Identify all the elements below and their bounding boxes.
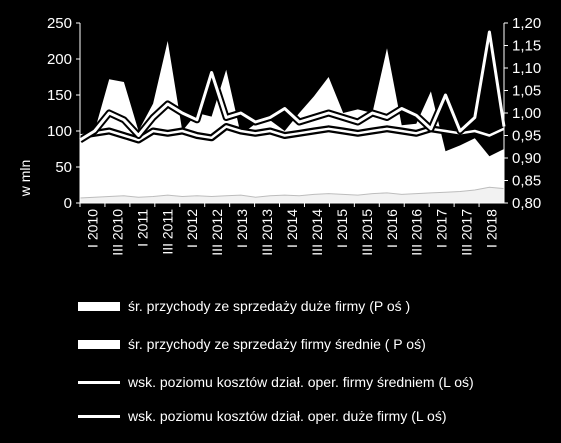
right-tick-label: 1,15 xyxy=(512,38,541,55)
left-tick-label: 50 xyxy=(55,159,72,176)
x-tick-label: I 2012 xyxy=(184,209,200,248)
x-tick-label: I 2016 xyxy=(384,209,400,248)
series-area-1 xyxy=(79,186,505,204)
x-tick-label: III 2017 xyxy=(459,209,475,256)
right-tick-label: 0,90 xyxy=(512,150,541,167)
legend-item-medium-firms-cost-index: wsk. poziomu kosztów dział. oper. firmy … xyxy=(78,372,474,392)
legend-swatch-line xyxy=(78,380,120,384)
left-tick-label: 250 xyxy=(47,15,72,32)
x-tick-label: III 2010 xyxy=(109,209,125,256)
legend-swatch-area xyxy=(78,339,120,349)
x-tick-label: III 2016 xyxy=(409,209,425,256)
y-axis-label-left: w mln xyxy=(17,160,33,198)
legend-label: wsk. poziomu kosztów dział. oper. duże f… xyxy=(128,408,447,424)
left-tick-label: 200 xyxy=(47,51,72,68)
x-tick-label: I 2011 xyxy=(134,209,150,247)
left-tick-label: 150 xyxy=(47,87,72,104)
right-tick-label: 1,05 xyxy=(512,83,541,100)
legend-swatch-area xyxy=(78,301,120,311)
x-tick-label: I 2014 xyxy=(284,209,300,248)
x-tick-label: I 2017 xyxy=(434,209,450,248)
right-tick-label: 0,80 xyxy=(512,195,541,212)
series-line-3 xyxy=(79,30,506,142)
plot-area xyxy=(78,28,508,204)
left-tick-label: 100 xyxy=(47,123,72,140)
series-area-0 xyxy=(80,41,504,203)
left-tick-label: 0 xyxy=(64,195,72,212)
right-tick-label: 1,10 xyxy=(512,60,541,77)
x-tick-label: I 2015 xyxy=(334,209,350,248)
x-axis: I 2010 III 2010 I 2011 III 2011 I 2012 III 20… xyxy=(79,202,504,256)
legend-item-medium-firms-revenue: śr. przychody ze sprzedaży firmy średnie… xyxy=(78,334,426,354)
right-tick-label: 1,00 xyxy=(512,105,541,122)
x-tick-label: III 2011 xyxy=(159,209,175,255)
x-tick-label: I 2013 xyxy=(234,209,250,248)
x-tick-label: III 2012 xyxy=(209,209,225,256)
legend-swatch-line xyxy=(78,414,120,418)
legend-label: wsk. poziomu kosztów dział. oper. firmy … xyxy=(128,374,474,390)
left-axis: 0 50 100 150 200 250 xyxy=(47,15,81,212)
legend-item-large-firms-cost-index: wsk. poziomu kosztów dział. oper. duże f… xyxy=(78,406,447,426)
legend-label: śr. przychody ze sprzedaży duże firmy (P… xyxy=(128,298,411,314)
legend-label: śr. przychody ze sprzedaży firmy średnie… xyxy=(128,336,426,352)
x-tick-label: III 2015 xyxy=(359,209,375,256)
right-tick-label: 0,85 xyxy=(512,173,541,190)
x-tick-label: I 2010 xyxy=(84,209,100,248)
x-tick-label: III 2014 xyxy=(309,209,325,256)
x-tick-label: III 2013 xyxy=(259,209,275,256)
right-tick-label: 0,95 xyxy=(512,128,541,145)
legend-item-large-firms-revenue: śr. przychody ze sprzedaży duże firmy (P… xyxy=(78,296,410,316)
right-tick-label: 1,20 xyxy=(512,15,541,32)
x-tick-label: I 2018 xyxy=(484,209,500,248)
right-axis: 0,80 0,85 0,90 0,95 1,00 1,05 1,10 1,15 1,20 xyxy=(503,15,541,212)
